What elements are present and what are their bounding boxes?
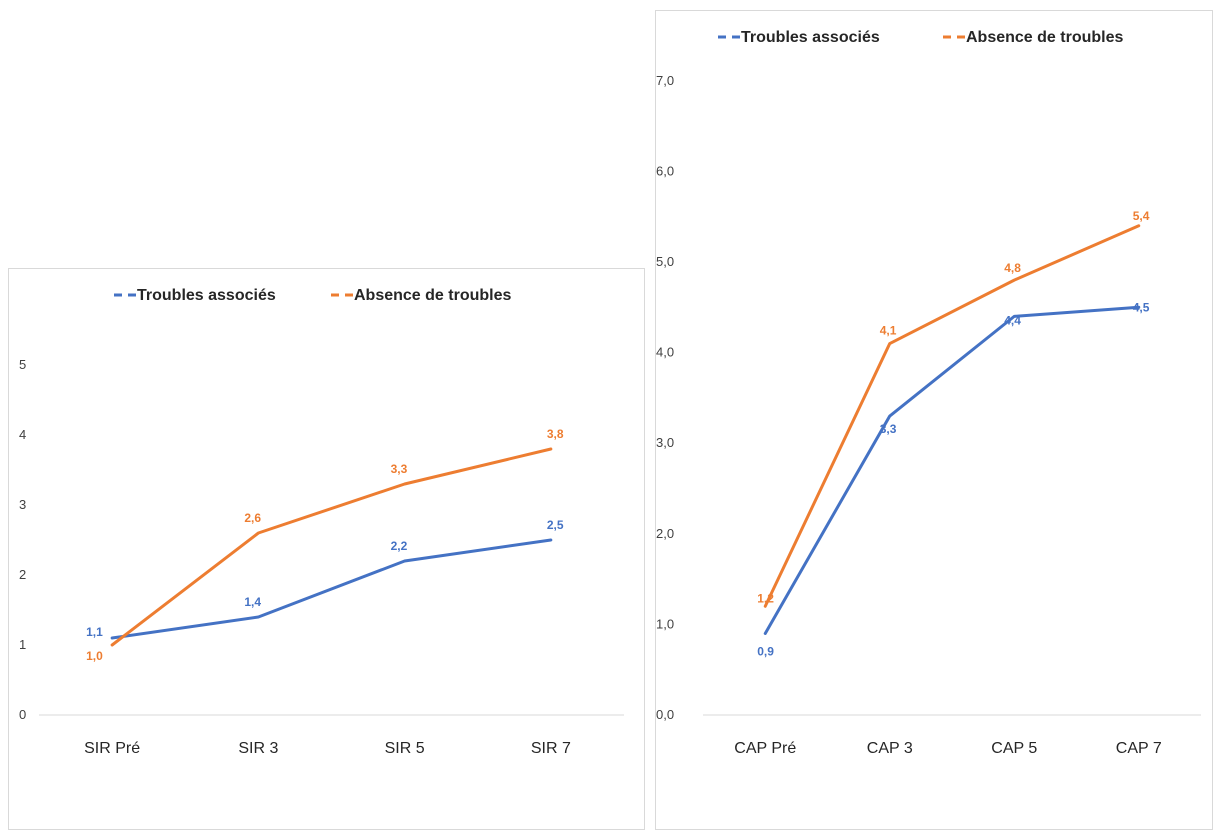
cap-y-tick-label: 2,0 <box>656 526 674 541</box>
sir-data-label: 2,5 <box>547 518 564 532</box>
sir-data-label: 2,2 <box>391 539 408 553</box>
sir-x-category-label: SIR 3 <box>238 740 278 757</box>
sir-x-category-label: SIR 5 <box>385 740 425 757</box>
cap-y-tick-label: 6,0 <box>656 163 674 178</box>
cap-x-category-label: CAP Pré <box>734 740 796 757</box>
cap-data-label: 4,8 <box>1004 261 1021 275</box>
cap-data-label: 3,3 <box>880 422 897 436</box>
cap-series-line-2 <box>763 224 1141 608</box>
cap-legend-label-2: Absence de troubles <box>966 29 1123 46</box>
cap-data-label: 5,4 <box>1133 209 1150 223</box>
cap-y-tick-label: 1,0 <box>656 616 674 631</box>
sir-data-label: 1,4 <box>244 595 261 609</box>
sir-y-tick-label: 0 <box>19 707 26 722</box>
cap-legend-label-1: Troubles associés <box>741 29 880 46</box>
sir-y-tick-label: 1 <box>19 637 26 652</box>
cap-y-tick-label: 4,0 <box>656 345 674 360</box>
cap-data-label: 4,5 <box>1133 300 1150 314</box>
sir-y-tick-label: 5 <box>19 357 26 372</box>
sir-data-label: 1,0 <box>86 649 103 663</box>
chart-cap: 0,0 1,0 2,0 3,0 4,0 5,0 6,0 7,0 CAP Pré CAP 3 CAP … <box>655 10 1213 830</box>
sir-series-line-1 <box>110 538 553 640</box>
sir-y-tick-label: 2 <box>19 567 26 582</box>
sir-data-label: 3,3 <box>391 462 408 476</box>
cap-y-tick-label: 0,0 <box>656 707 674 722</box>
chart-sir-svg: 0 1 2 3 4 5 SIR Pré SIR 3 SIR 5 SIR 7 1,1 1,4 2,2 2,5… <box>19 287 624 757</box>
cap-data-label: 4,4 <box>1004 313 1021 327</box>
cap-x-category-label: CAP 5 <box>991 740 1037 757</box>
sir-data-label: 3,8 <box>547 427 564 441</box>
sir-x-category-label: SIR 7 <box>531 740 571 757</box>
sir-data-label: 2,6 <box>244 511 261 525</box>
sir-legend-label-2: Absence de troubles <box>354 287 511 304</box>
sir-y-tick-label: 4 <box>19 427 26 442</box>
cap-x-category-label: CAP 7 <box>1116 740 1162 757</box>
chart-sir: 0 1 2 3 4 5 SIR Pré SIR 3 SIR 5 SIR 7 1,1 1,4 2,2 2,5… <box>8 268 645 830</box>
sir-series-line-2 <box>110 447 553 647</box>
sir-legend-label-1: Troubles associés <box>137 287 276 304</box>
sir-y-tick-label: 3 <box>19 497 26 512</box>
sir-x-category-label: SIR Pré <box>84 740 140 757</box>
cap-y-tick-label: 5,0 <box>656 254 674 269</box>
cap-data-label: 0,9 <box>757 644 774 658</box>
cap-y-tick-label: 3,0 <box>656 435 674 450</box>
cap-data-label: 4,1 <box>880 324 897 338</box>
cap-series-line-1 <box>763 305 1141 635</box>
chart-cap-svg: 0,0 1,0 2,0 3,0 4,0 5,0 6,0 7,0 CAP Pré CAP 3 CAP … <box>656 29 1201 757</box>
sir-data-label: 1,1 <box>86 625 103 639</box>
cap-data-label: 1,2 <box>757 591 774 605</box>
cap-x-category-label: CAP 3 <box>867 740 913 757</box>
cap-y-tick-label: 7,0 <box>656 73 674 88</box>
